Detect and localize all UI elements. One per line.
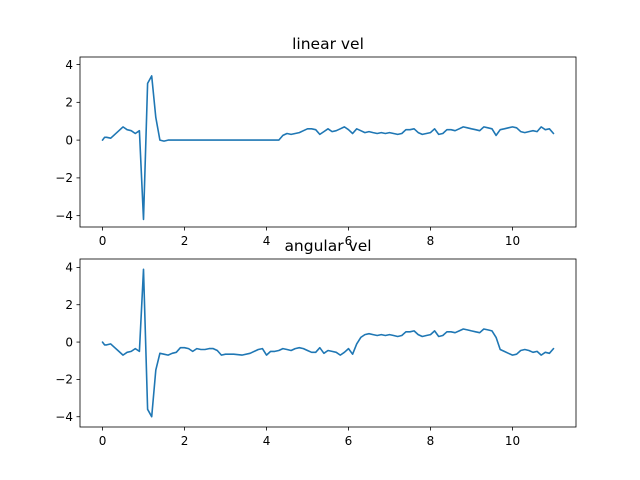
- angular-vel-y-ticks: −4 −2 0 2 4: [55, 261, 80, 424]
- linear-vel-x-tick-label: 4: [263, 234, 271, 248]
- angular-vel-x-tick-label: 2: [181, 434, 189, 448]
- angular-vel-subplot: angular vel 0 2 4 6 8 10 −4 −2 0 2 4: [55, 237, 577, 448]
- linear-vel-title: linear vel: [292, 35, 364, 53]
- linear-vel-series-line: [101, 75, 555, 221]
- angular-vel-y-tick-label: 2: [65, 298, 73, 312]
- angular-vel-y-tick-label: 0: [65, 335, 73, 349]
- linear-vel-y-ticks: −4 −2 0 2 4: [55, 58, 80, 223]
- angular-vel-x-tick-label: 0: [99, 434, 107, 448]
- angular-vel-y-tick-label: −4: [55, 410, 73, 424]
- angular-vel-x-ticks: 0 2 4 6 8 10: [99, 427, 520, 448]
- angular-vel-title: angular vel: [284, 237, 371, 255]
- linear-vel-x-tick-label: 6: [345, 234, 353, 248]
- angular-vel-x-tick-label: 10: [505, 434, 520, 448]
- linear-vel-axes-frame: [79, 56, 577, 228]
- angular-vel-axes-frame: [79, 258, 577, 428]
- angular-vel-series-line: [101, 268, 555, 418]
- linear-vel-x-ticks: 0 2 4 6 8 10: [99, 227, 520, 248]
- linear-vel-x-tick-label: 8: [427, 234, 435, 248]
- linear-vel-subplot: linear vel 0 2 4 6 8 10 −4 −2 0 2 4: [55, 35, 577, 248]
- linear-vel-x-tick-label: 10: [505, 234, 520, 248]
- angular-vel-y-tick-label: −2: [55, 373, 73, 387]
- linear-vel-x-tick-label: 0: [99, 234, 107, 248]
- linear-vel-y-tick-label: 2: [65, 96, 73, 110]
- angular-vel-x-tick-label: 6: [345, 434, 353, 448]
- angular-vel-y-tick-label: 4: [65, 261, 73, 275]
- linear-vel-x-tick-label: 2: [181, 234, 189, 248]
- linear-vel-y-tick-label: −2: [55, 171, 73, 185]
- linear-vel-y-tick-label: 0: [65, 133, 73, 147]
- linear-vel-y-tick-label: −4: [55, 209, 73, 223]
- angular-vel-x-tick-label: 8: [427, 434, 435, 448]
- linear-vel-y-tick-label: 4: [65, 58, 73, 72]
- angular-vel-x-tick-label: 4: [263, 434, 271, 448]
